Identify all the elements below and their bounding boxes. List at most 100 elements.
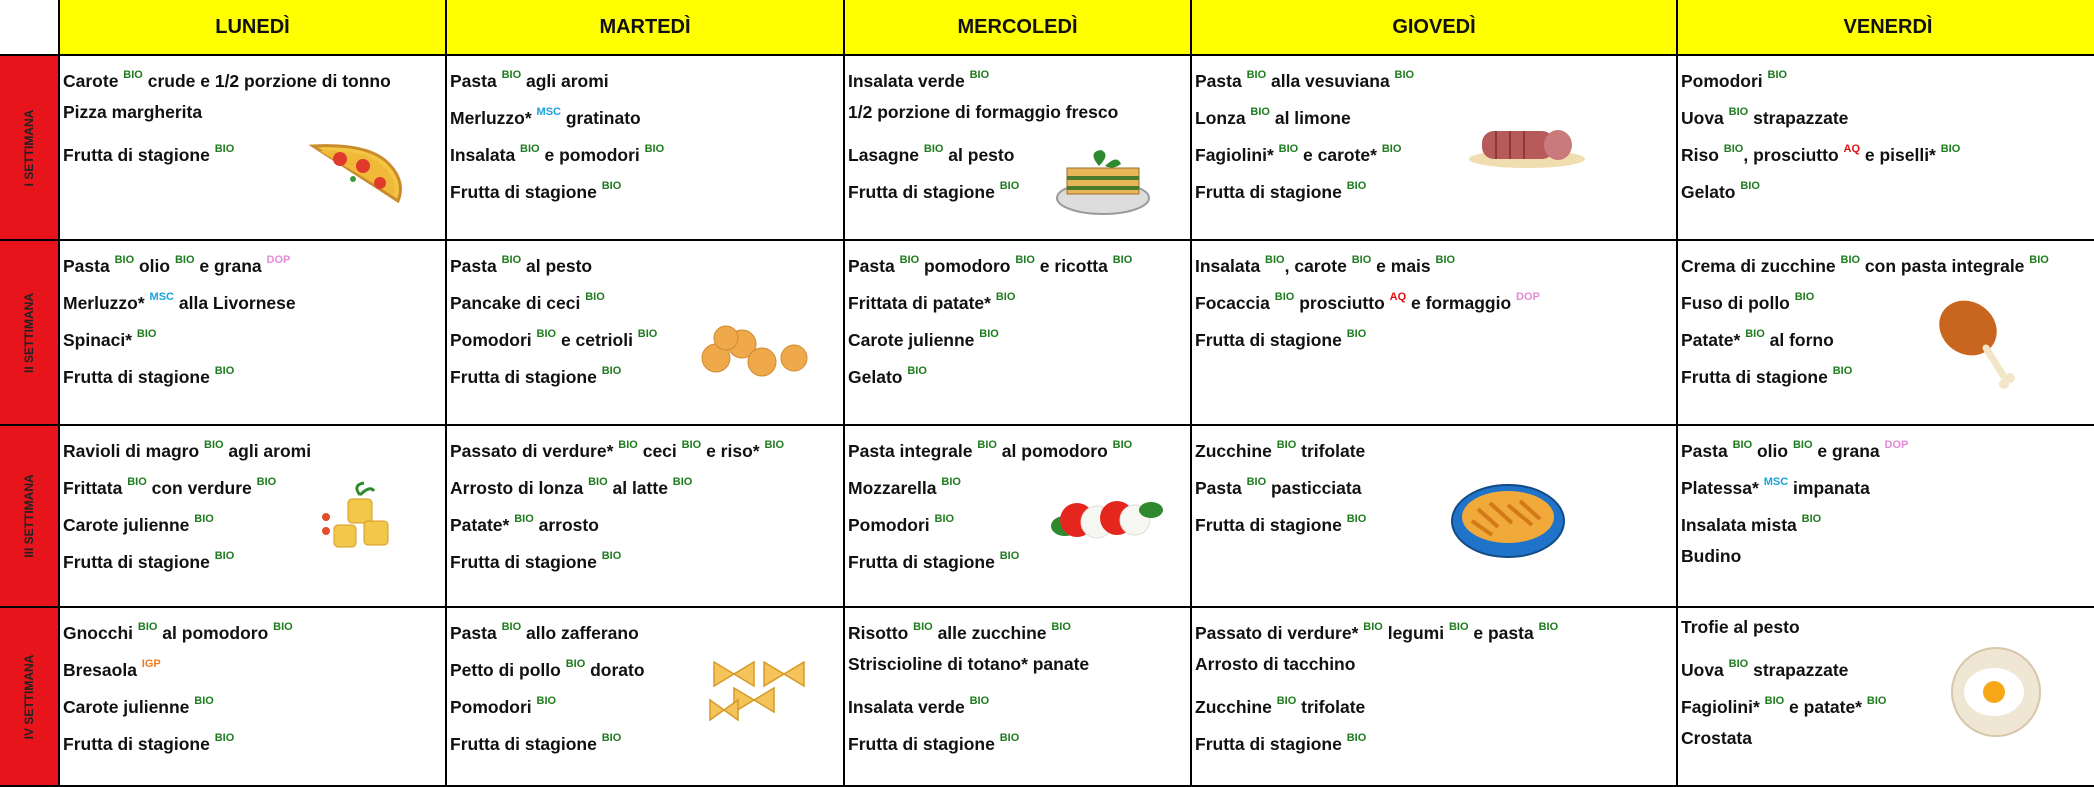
dish-text: Riso <box>1681 145 1724 165</box>
menu-line: Striscioline di totano* panate <box>848 649 1190 686</box>
menu-line: Frutta di stagione BIO <box>63 134 445 171</box>
dish-text: Pasta <box>848 256 900 276</box>
quality-tag: BIO <box>501 621 522 633</box>
dish-text: e carote* <box>1298 145 1382 165</box>
menu-line: Spinaci* BIO <box>63 319 445 356</box>
quality-tag: BIO <box>637 328 658 340</box>
menu-line: Fagiolini* BIO e patate* BIO <box>1681 686 2094 723</box>
menu-line: Insalata BIO e pomodori BIO <box>450 134 843 171</box>
dish-text: Zucchine <box>1195 441 1277 461</box>
quality-tag: BIO <box>137 621 158 633</box>
menu-line: Passato di verdure* BIO legumi BIO e pas… <box>1195 612 1676 649</box>
menu-line: Frutta di stagione BIO <box>63 541 445 578</box>
dish-text: strapazzate <box>1748 108 1849 128</box>
week-label-cell: IV SETTIMANA <box>0 608 58 785</box>
week-label: II SETTIMANA <box>22 292 36 373</box>
quality-tag: BIO <box>1381 143 1402 155</box>
quality-tag: BIO <box>501 69 522 81</box>
dish-text: Gelato <box>848 367 908 387</box>
menu-line: Passato di verdure* BIO ceci BIO e riso*… <box>450 430 843 467</box>
quality-tag: BIO <box>1832 365 1853 377</box>
menu-line: Insalata BIO, carote BIO e mais BIO <box>1195 245 1676 282</box>
quality-tag: BIO <box>136 328 157 340</box>
dish-text: Gelato <box>1681 182 1741 202</box>
dish-text: e ricotta <box>1034 256 1113 276</box>
quality-tag: BIO <box>1346 328 1367 340</box>
menu-line: Trofie al pesto <box>1681 612 2094 649</box>
menu-line: Zucchine BIO trifolate <box>1195 686 1676 723</box>
quality-tag: BIO <box>1346 732 1367 744</box>
dish-text: Frutta di stagione <box>450 734 602 754</box>
quality-tag: BIO <box>1112 254 1133 266</box>
quality-tag: BIO <box>601 365 622 377</box>
quality-tag: BIO <box>923 143 944 155</box>
dish-text: Lasagne <box>848 145 924 165</box>
quality-tag: BIO <box>1351 254 1372 266</box>
quality-tag: BIO <box>1794 291 1815 303</box>
quality-tag: AQ <box>1843 143 1861 155</box>
dish-text: Pasta <box>1195 71 1247 91</box>
dish-text: trifolate <box>1296 441 1366 461</box>
quality-tag: BIO <box>256 476 277 488</box>
quality-tag: BIO <box>536 695 557 707</box>
dish-text: Pasta <box>450 623 502 643</box>
quality-tag: BIO <box>672 476 693 488</box>
quality-tag: BIO <box>204 439 224 451</box>
quality-tag: BIO <box>1246 476 1267 488</box>
menu-line: Frittata BIO con verdure BIO <box>63 467 445 504</box>
menu-line: Frutta di stagione BIO <box>450 723 843 760</box>
quality-tag: BIO <box>1363 621 1383 633</box>
menu-line: Pasta BIO pasticciata <box>1195 467 1676 504</box>
dish-text: alla vesuviana <box>1266 71 1395 91</box>
menu-line: Frutta di stagione BIO <box>63 723 445 760</box>
dish-text: alle zucchine <box>932 623 1052 643</box>
quality-tag: BIO <box>1866 695 1887 707</box>
menu-line: Frutta di stagione BIO <box>450 541 843 578</box>
dish-text: con pasta integrale <box>1860 256 2030 276</box>
dish-text: Merluzzo* <box>450 108 537 128</box>
dish-text: Pomodori <box>450 697 537 717</box>
dish-text: Frutta di stagione <box>848 182 1000 202</box>
menu-line: Pasta BIO al pesto <box>450 245 843 282</box>
quality-tag: BIO <box>979 328 999 340</box>
dish-text: Mozzarella <box>848 478 942 498</box>
dish-text: Pasta <box>1195 478 1247 498</box>
menu-line: Merluzzo* MSC gratinato <box>450 97 843 134</box>
day-header: MARTEDÌ <box>447 0 843 54</box>
quality-tag: BIO <box>194 513 214 525</box>
menu-line: Budino <box>1681 541 2094 578</box>
dish-text: alla Livornese <box>174 293 296 313</box>
quality-tag: BIO <box>114 254 135 266</box>
quality-tag: BIO <box>536 328 557 340</box>
quality-tag: BIO <box>1435 254 1456 266</box>
dish-text: Frutta di stagione <box>63 734 215 754</box>
dish-text: Frutta di stagione <box>63 552 215 572</box>
dish-text: Trofie al pesto <box>1681 617 1800 637</box>
dish-text: Ravioli di magro <box>63 441 204 461</box>
menu-cell: Passato di verdure* BIO ceci BIO e riso*… <box>447 426 843 606</box>
menu-line: Frutta di stagione BIO <box>63 356 445 393</box>
quality-tag: BIO <box>913 621 933 633</box>
dish-text: con verdure <box>146 478 257 498</box>
menu-line: Riso BIO, prosciutto AQ e piselli* BIO <box>1681 134 2094 171</box>
quality-tag: BIO <box>1112 439 1133 451</box>
quality-tag: BIO <box>995 291 1016 303</box>
dish-text: e patate* <box>1784 697 1867 717</box>
dish-text: Carote julienne <box>848 330 980 350</box>
quality-tag: BIO <box>1764 695 1785 707</box>
menu-line: Fagiolini* BIO e carote* BIO <box>1195 134 1676 171</box>
quality-tag: BIO <box>1840 254 1861 266</box>
menu-line: Insalata mista BIO <box>1681 504 2094 541</box>
quality-tag: MSC <box>1763 476 1789 488</box>
dish-text: Platessa* <box>1681 478 1764 498</box>
dish-text: Passato di verdure* <box>1195 623 1364 643</box>
quality-tag: BIO <box>1728 658 1749 670</box>
dish-text: crude e 1/2 porzione di tonno <box>142 71 391 91</box>
menu-line: Frittata di patate* BIO <box>848 282 1190 319</box>
quality-tag: BIO <box>1278 143 1299 155</box>
dish-text: gratinato <box>561 108 641 128</box>
menu-line: Pomodori BIO <box>1681 60 2094 97</box>
quality-tag: BIO <box>123 69 143 81</box>
dish-text: Carote <box>63 71 124 91</box>
